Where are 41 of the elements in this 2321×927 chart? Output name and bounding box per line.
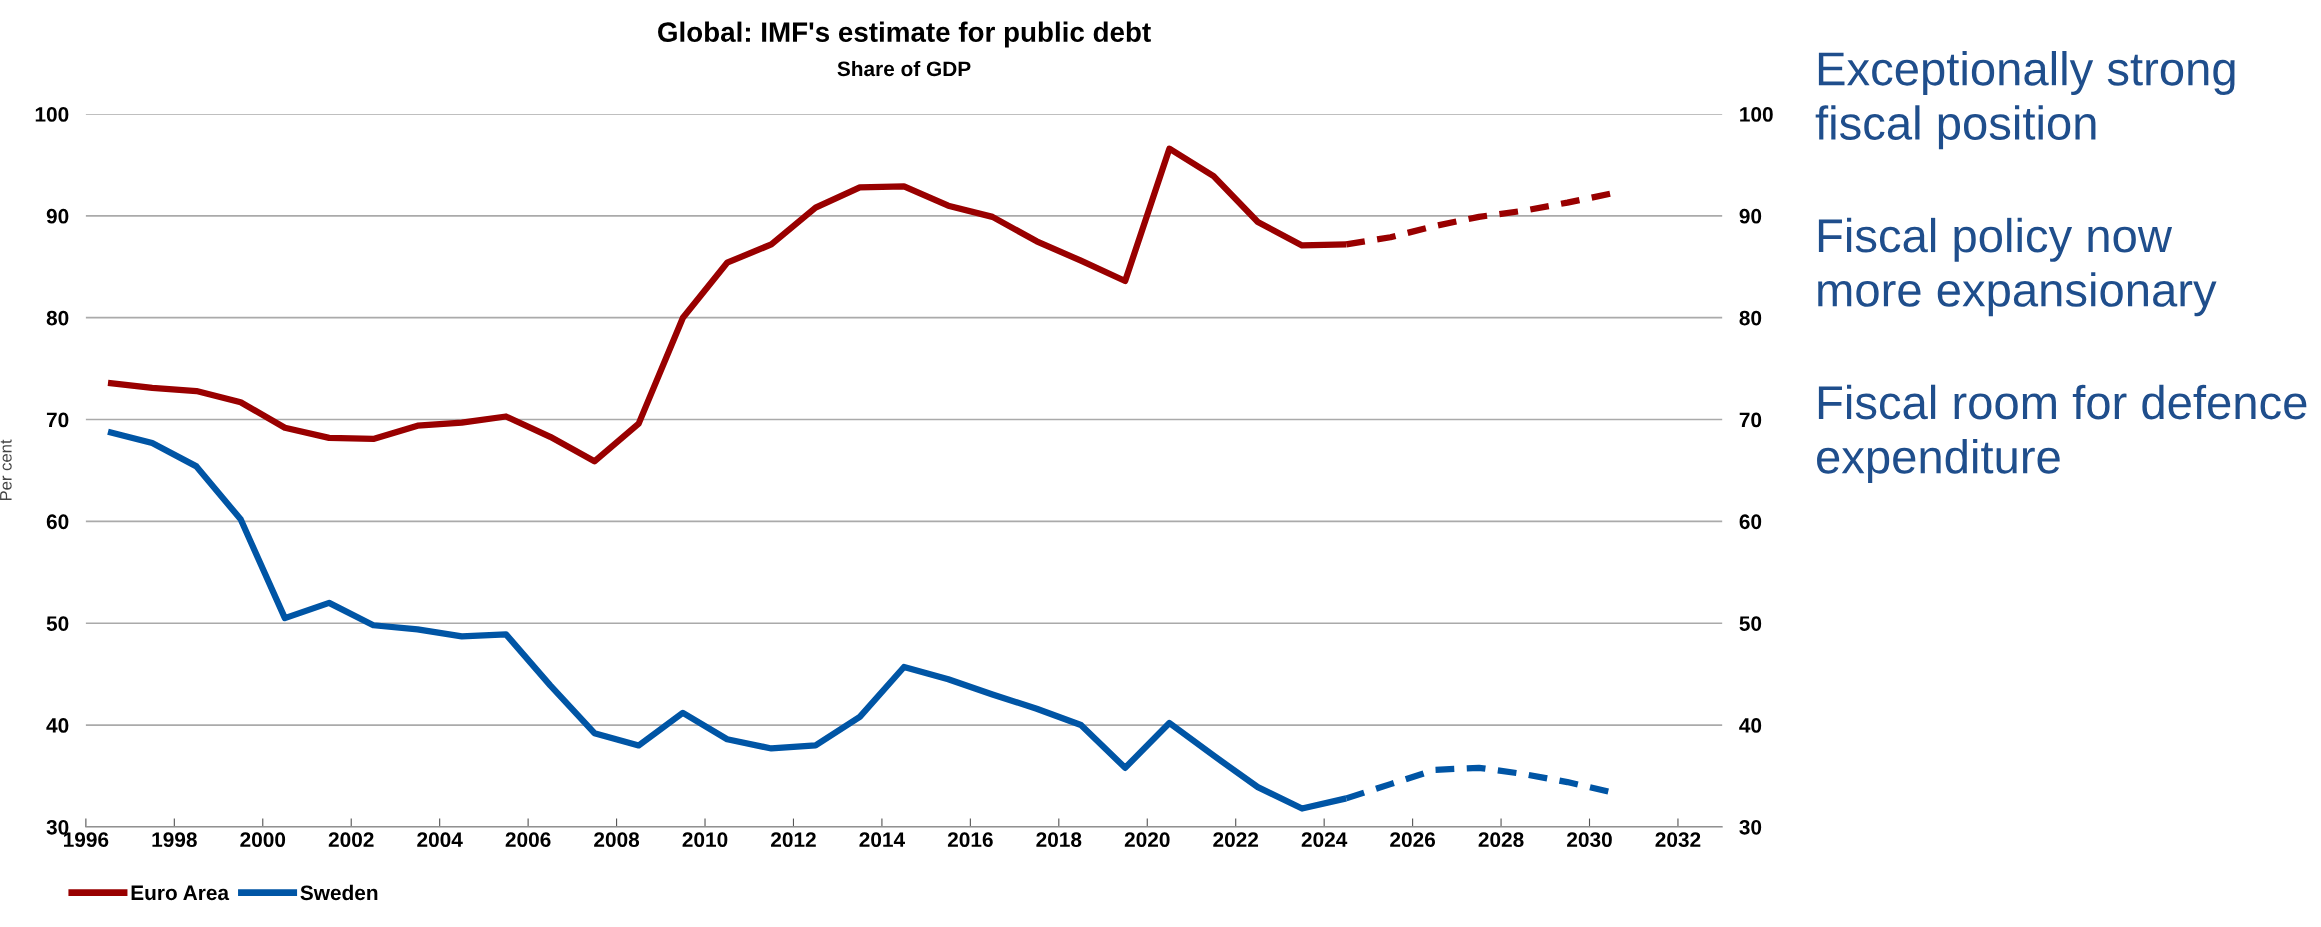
y-tick-label: 70 [46,412,69,428]
y2-tick-label: 90 [1739,208,1762,224]
y-tick-label: 60 [46,514,69,530]
y2-tick-label: 100 [1740,107,1773,122]
y2-tick-label: 40 [1739,718,1762,733]
x-tick-label: 2000 [240,832,286,848]
y-tick-label: 40 [46,718,69,733]
y2-tick-label: 70 [1739,412,1762,428]
x-tick-label: 2002 [328,832,374,848]
x-tick-label: 2008 [594,832,640,848]
x-tick-label: 2016 [947,832,993,848]
x-tick-label: 2022 [1213,832,1259,848]
y2-tick-label: 80 [1739,310,1762,326]
x-tick-label: 2018 [1036,832,1082,848]
legend-label: Euro Area [131,885,230,901]
chart-subtitle: Share of GDP [837,60,971,77]
x-tick-label: 2028 [1478,832,1524,848]
x-tick-label: 2004 [417,832,463,848]
y-tick-label: 90 [46,208,69,224]
y-tick-label: 80 [46,310,69,326]
x-tick-label: 2010 [682,832,728,848]
x-tick-label: 2006 [505,832,551,848]
y-tick-label: 50 [46,616,69,631]
text: Fiscal room for defence expenditure [1817,384,2307,484]
x-tick-label: 1998 [152,832,197,848]
text: Fiscal policy now more expansionary [1818,217,2217,317]
x-tick-label: 2014 [859,832,905,848]
x-tick-label: 2032 [1655,832,1701,848]
y2-tick-label: 30 [1739,819,1762,835]
x-tick-label: 2020 [1124,832,1170,848]
legend-label: Sweden [300,884,378,901]
y-axis-title: Per cent [0,439,12,501]
x-tick-label: 2024 [1301,832,1348,848]
x-tick-label: 2012 [771,832,816,848]
y-tick-label: 100 [35,107,69,122]
x-tick-label: 2030 [1567,832,1612,848]
y2-tick-label: 50 [1739,616,1762,631]
x-tick-label: 2026 [1390,832,1436,848]
text: Exceptionally strong fiscal position [1815,50,2235,150]
chart-title: Global: IMF's estimate for public debt [658,21,1151,48]
y2-tick-label: 60 [1739,514,1762,530]
